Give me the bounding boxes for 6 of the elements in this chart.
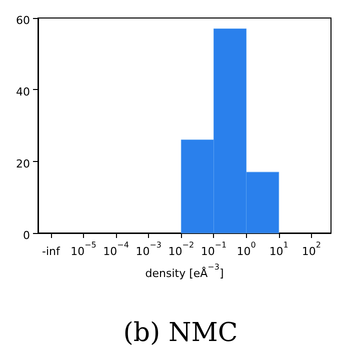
x-tick-label: -inf xyxy=(42,245,62,258)
y-tick-label: 60 xyxy=(16,14,30,27)
y-tick-label: 20 xyxy=(16,157,30,170)
text: (b) NMC xyxy=(123,318,238,348)
y-tick-label: 40 xyxy=(16,86,30,99)
y-tick-label: 0 xyxy=(23,229,30,242)
